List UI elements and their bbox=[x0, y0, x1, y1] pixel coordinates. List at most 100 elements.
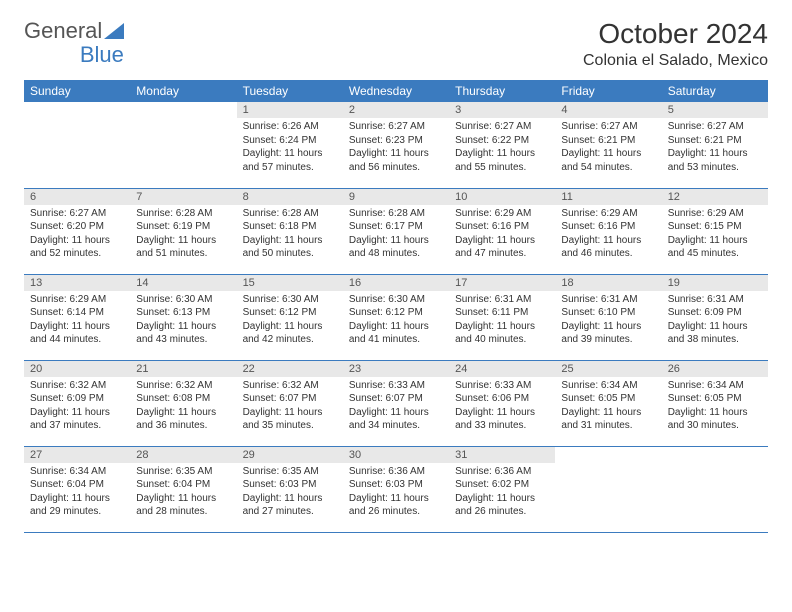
calendar-cell: 6Sunrise: 6:27 AMSunset: 6:20 PMDaylight… bbox=[24, 188, 130, 274]
day-details: Sunrise: 6:33 AMSunset: 6:06 PMDaylight:… bbox=[449, 377, 555, 437]
calendar-cell: 21Sunrise: 6:32 AMSunset: 6:08 PMDayligh… bbox=[130, 360, 236, 446]
calendar-row: 6Sunrise: 6:27 AMSunset: 6:20 PMDaylight… bbox=[24, 188, 768, 274]
day-details: Sunrise: 6:27 AMSunset: 6:22 PMDaylight:… bbox=[449, 118, 555, 178]
logo: General bbox=[24, 18, 126, 44]
day-details: Sunrise: 6:31 AMSunset: 6:11 PMDaylight:… bbox=[449, 291, 555, 351]
calendar-cell: 17Sunrise: 6:31 AMSunset: 6:11 PMDayligh… bbox=[449, 274, 555, 360]
weekday-header: Monday bbox=[130, 80, 236, 102]
calendar-cell-empty bbox=[130, 102, 236, 188]
calendar-table: SundayMondayTuesdayWednesdayThursdayFrid… bbox=[24, 80, 768, 533]
day-details: Sunrise: 6:29 AMSunset: 6:14 PMDaylight:… bbox=[24, 291, 130, 351]
day-number: 1 bbox=[237, 102, 343, 118]
weekday-header: Saturday bbox=[662, 80, 768, 102]
day-number: 26 bbox=[662, 361, 768, 377]
calendar-cell: 7Sunrise: 6:28 AMSunset: 6:19 PMDaylight… bbox=[130, 188, 236, 274]
day-details: Sunrise: 6:26 AMSunset: 6:24 PMDaylight:… bbox=[237, 118, 343, 178]
day-number: 11 bbox=[555, 189, 661, 205]
calendar-cell: 20Sunrise: 6:32 AMSunset: 6:09 PMDayligh… bbox=[24, 360, 130, 446]
calendar-cell: 8Sunrise: 6:28 AMSunset: 6:18 PMDaylight… bbox=[237, 188, 343, 274]
calendar-cell: 26Sunrise: 6:34 AMSunset: 6:05 PMDayligh… bbox=[662, 360, 768, 446]
calendar-cell: 11Sunrise: 6:29 AMSunset: 6:16 PMDayligh… bbox=[555, 188, 661, 274]
day-number: 19 bbox=[662, 275, 768, 291]
day-number: 30 bbox=[343, 447, 449, 463]
calendar-cell: 28Sunrise: 6:35 AMSunset: 6:04 PMDayligh… bbox=[130, 446, 236, 532]
calendar-cell-empty bbox=[555, 446, 661, 532]
logo-line2: GeneBlue bbox=[24, 42, 124, 68]
day-number: 25 bbox=[555, 361, 661, 377]
calendar-cell: 31Sunrise: 6:36 AMSunset: 6:02 PMDayligh… bbox=[449, 446, 555, 532]
day-number: 5 bbox=[662, 102, 768, 118]
day-details: Sunrise: 6:28 AMSunset: 6:18 PMDaylight:… bbox=[237, 205, 343, 265]
title-block: October 2024 Colonia el Salado, Mexico bbox=[583, 18, 768, 70]
month-title: October 2024 bbox=[583, 18, 768, 50]
day-number: 12 bbox=[662, 189, 768, 205]
day-number: 24 bbox=[449, 361, 555, 377]
calendar-cell: 5Sunrise: 6:27 AMSunset: 6:21 PMDaylight… bbox=[662, 102, 768, 188]
day-number: 22 bbox=[237, 361, 343, 377]
day-number: 21 bbox=[130, 361, 236, 377]
calendar-cell: 27Sunrise: 6:34 AMSunset: 6:04 PMDayligh… bbox=[24, 446, 130, 532]
day-number: 18 bbox=[555, 275, 661, 291]
day-details: Sunrise: 6:31 AMSunset: 6:09 PMDaylight:… bbox=[662, 291, 768, 351]
calendar-head: SundayMondayTuesdayWednesdayThursdayFrid… bbox=[24, 80, 768, 102]
day-details: Sunrise: 6:34 AMSunset: 6:05 PMDaylight:… bbox=[555, 377, 661, 437]
day-details: Sunrise: 6:30 AMSunset: 6:12 PMDaylight:… bbox=[237, 291, 343, 351]
weekday-header: Wednesday bbox=[343, 80, 449, 102]
calendar-cell: 25Sunrise: 6:34 AMSunset: 6:05 PMDayligh… bbox=[555, 360, 661, 446]
day-details: Sunrise: 6:27 AMSunset: 6:21 PMDaylight:… bbox=[662, 118, 768, 178]
calendar-cell: 24Sunrise: 6:33 AMSunset: 6:06 PMDayligh… bbox=[449, 360, 555, 446]
location: Colonia el Salado, Mexico bbox=[583, 52, 768, 70]
day-number: 28 bbox=[130, 447, 236, 463]
day-details: Sunrise: 6:27 AMSunset: 6:21 PMDaylight:… bbox=[555, 118, 661, 178]
logo-triangle-icon bbox=[104, 23, 124, 39]
day-details: Sunrise: 6:32 AMSunset: 6:09 PMDaylight:… bbox=[24, 377, 130, 437]
calendar-row: 1Sunrise: 6:26 AMSunset: 6:24 PMDaylight… bbox=[24, 102, 768, 188]
day-details: Sunrise: 6:30 AMSunset: 6:12 PMDaylight:… bbox=[343, 291, 449, 351]
day-number: 15 bbox=[237, 275, 343, 291]
day-number: 29 bbox=[237, 447, 343, 463]
calendar-body: 1Sunrise: 6:26 AMSunset: 6:24 PMDaylight… bbox=[24, 102, 768, 532]
calendar-cell: 22Sunrise: 6:32 AMSunset: 6:07 PMDayligh… bbox=[237, 360, 343, 446]
calendar-cell: 18Sunrise: 6:31 AMSunset: 6:10 PMDayligh… bbox=[555, 274, 661, 360]
day-details: Sunrise: 6:27 AMSunset: 6:23 PMDaylight:… bbox=[343, 118, 449, 178]
calendar-cell-empty bbox=[24, 102, 130, 188]
day-details: Sunrise: 6:33 AMSunset: 6:07 PMDaylight:… bbox=[343, 377, 449, 437]
calendar-cell: 29Sunrise: 6:35 AMSunset: 6:03 PMDayligh… bbox=[237, 446, 343, 532]
calendar-cell: 2Sunrise: 6:27 AMSunset: 6:23 PMDaylight… bbox=[343, 102, 449, 188]
day-number: 6 bbox=[24, 189, 130, 205]
day-details: Sunrise: 6:36 AMSunset: 6:03 PMDaylight:… bbox=[343, 463, 449, 523]
day-number: 23 bbox=[343, 361, 449, 377]
day-details: Sunrise: 6:30 AMSunset: 6:13 PMDaylight:… bbox=[130, 291, 236, 351]
calendar-row: 20Sunrise: 6:32 AMSunset: 6:09 PMDayligh… bbox=[24, 360, 768, 446]
logo-text-general: General bbox=[24, 18, 102, 44]
day-details: Sunrise: 6:28 AMSunset: 6:19 PMDaylight:… bbox=[130, 205, 236, 265]
day-details: Sunrise: 6:28 AMSunset: 6:17 PMDaylight:… bbox=[343, 205, 449, 265]
weekday-header: Tuesday bbox=[237, 80, 343, 102]
day-number: 20 bbox=[24, 361, 130, 377]
day-details: Sunrise: 6:36 AMSunset: 6:02 PMDaylight:… bbox=[449, 463, 555, 523]
calendar-cell: 12Sunrise: 6:29 AMSunset: 6:15 PMDayligh… bbox=[662, 188, 768, 274]
day-number: 10 bbox=[449, 189, 555, 205]
day-number: 7 bbox=[130, 189, 236, 205]
day-details: Sunrise: 6:29 AMSunset: 6:15 PMDaylight:… bbox=[662, 205, 768, 265]
day-number: 16 bbox=[343, 275, 449, 291]
calendar-cell: 15Sunrise: 6:30 AMSunset: 6:12 PMDayligh… bbox=[237, 274, 343, 360]
weekday-header: Thursday bbox=[449, 80, 555, 102]
calendar-row: 27Sunrise: 6:34 AMSunset: 6:04 PMDayligh… bbox=[24, 446, 768, 532]
day-details: Sunrise: 6:31 AMSunset: 6:10 PMDaylight:… bbox=[555, 291, 661, 351]
day-number: 2 bbox=[343, 102, 449, 118]
day-details: Sunrise: 6:34 AMSunset: 6:05 PMDaylight:… bbox=[662, 377, 768, 437]
calendar-cell-empty bbox=[662, 446, 768, 532]
weekday-header: Sunday bbox=[24, 80, 130, 102]
calendar-cell: 23Sunrise: 6:33 AMSunset: 6:07 PMDayligh… bbox=[343, 360, 449, 446]
day-details: Sunrise: 6:35 AMSunset: 6:04 PMDaylight:… bbox=[130, 463, 236, 523]
day-details: Sunrise: 6:32 AMSunset: 6:07 PMDaylight:… bbox=[237, 377, 343, 437]
calendar-cell: 10Sunrise: 6:29 AMSunset: 6:16 PMDayligh… bbox=[449, 188, 555, 274]
calendar-cell: 16Sunrise: 6:30 AMSunset: 6:12 PMDayligh… bbox=[343, 274, 449, 360]
calendar-cell: 1Sunrise: 6:26 AMSunset: 6:24 PMDaylight… bbox=[237, 102, 343, 188]
logo-text-blue: Blue bbox=[80, 42, 124, 68]
calendar-cell: 4Sunrise: 6:27 AMSunset: 6:21 PMDaylight… bbox=[555, 102, 661, 188]
day-details: Sunrise: 6:29 AMSunset: 6:16 PMDaylight:… bbox=[449, 205, 555, 265]
day-number: 9 bbox=[343, 189, 449, 205]
day-number: 14 bbox=[130, 275, 236, 291]
